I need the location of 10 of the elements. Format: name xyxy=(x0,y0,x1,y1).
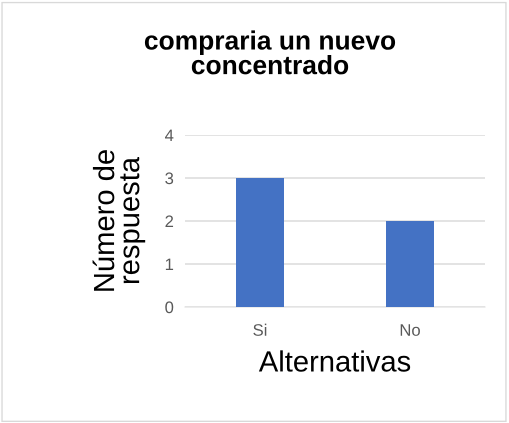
x-tick-label: No xyxy=(400,324,420,336)
y-tick-label: 3 xyxy=(165,172,174,184)
y-tick-label: 0 xyxy=(165,301,174,314)
y-tick-label: 2 xyxy=(165,215,174,228)
chart-title: compraria un nuevo concentrado xyxy=(144,30,396,74)
y-tick-label: 4 xyxy=(165,130,174,142)
x-axis-title: Alternativas xyxy=(258,350,410,372)
y-axis-title: Número de respuesta xyxy=(92,150,146,291)
x-tick-label: Si xyxy=(253,324,266,336)
y-tick-label: 1 xyxy=(166,258,174,270)
